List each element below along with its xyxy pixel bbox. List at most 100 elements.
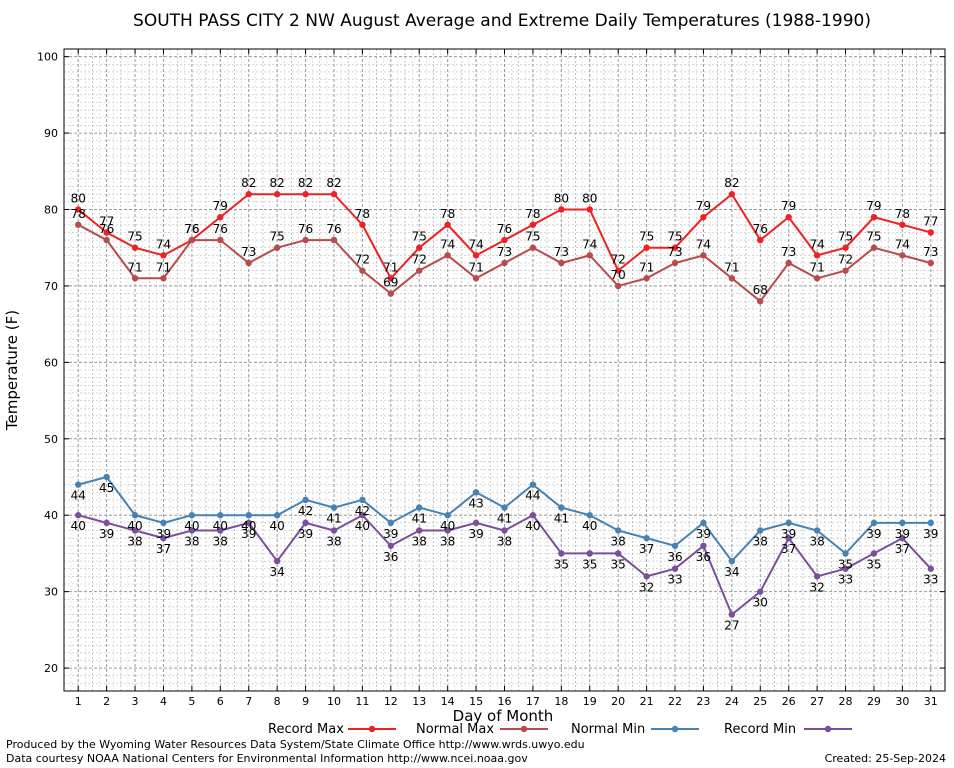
data-label: 33 bbox=[838, 573, 853, 587]
data-point bbox=[558, 206, 565, 213]
data-label: 35 bbox=[866, 557, 881, 571]
legend-marker bbox=[520, 725, 528, 733]
data-label: 73 bbox=[667, 245, 682, 259]
data-point bbox=[614, 267, 622, 274]
x-tick-label: 26 bbox=[782, 695, 796, 708]
data-point bbox=[842, 550, 849, 557]
data-point bbox=[586, 550, 593, 557]
data-label: 40 bbox=[440, 519, 455, 533]
data-point bbox=[757, 298, 764, 305]
data-point bbox=[444, 512, 451, 519]
x-tick-label: 11 bbox=[355, 695, 369, 708]
data-label: 38 bbox=[412, 535, 427, 549]
data-label: 75 bbox=[866, 230, 881, 244]
data-label: 73 bbox=[497, 245, 512, 259]
data-label: 39 bbox=[298, 527, 313, 541]
y-tick-label: 40 bbox=[44, 509, 58, 522]
data-label: 76 bbox=[326, 222, 341, 236]
data-point bbox=[387, 519, 395, 527]
data-label: 44 bbox=[71, 489, 86, 503]
data-label: 78 bbox=[895, 207, 910, 221]
data-label: 74 bbox=[696, 237, 711, 251]
data-point bbox=[160, 519, 167, 527]
x-tick-label: 7 bbox=[245, 695, 252, 708]
data-point bbox=[444, 221, 451, 228]
data-label: 76 bbox=[298, 222, 313, 236]
data-point bbox=[416, 504, 423, 511]
data-label: 35 bbox=[554, 557, 569, 571]
data-point bbox=[330, 527, 338, 534]
data-label: 39 bbox=[156, 527, 171, 541]
data-point bbox=[160, 252, 167, 259]
data-label: 40 bbox=[127, 519, 142, 533]
data-label: 80 bbox=[71, 192, 86, 206]
data-point bbox=[870, 519, 878, 527]
data-label: 71 bbox=[127, 260, 142, 274]
data-label: 82 bbox=[298, 176, 313, 190]
data-point bbox=[529, 244, 537, 251]
data-point bbox=[671, 244, 679, 251]
data-label: 38 bbox=[326, 535, 341, 549]
x-tick-label: 1 bbox=[75, 695, 82, 708]
chart-title: SOUTH PASS CITY 2 NW August Average and … bbox=[133, 11, 871, 31]
data-label: 45 bbox=[99, 481, 114, 495]
legend-label: Record Min bbox=[724, 722, 796, 737]
y-tick-label: 20 bbox=[44, 662, 58, 675]
y-tick-label: 50 bbox=[44, 433, 58, 446]
data-point bbox=[614, 550, 622, 557]
data-label: 33 bbox=[667, 573, 682, 587]
data-label: 32 bbox=[809, 580, 824, 594]
data-point bbox=[131, 527, 139, 534]
data-point bbox=[728, 191, 736, 198]
data-point bbox=[927, 565, 934, 572]
data-label: 36 bbox=[383, 550, 398, 564]
data-point bbox=[501, 504, 508, 511]
x-tick-label: 15 bbox=[469, 695, 483, 708]
data-point bbox=[870, 550, 878, 557]
data-point bbox=[103, 236, 110, 244]
data-point bbox=[444, 252, 451, 259]
data-point bbox=[103, 519, 110, 527]
data-label: 39 bbox=[468, 527, 483, 541]
data-label: 43 bbox=[468, 496, 483, 510]
data-label: 38 bbox=[184, 535, 199, 549]
data-label: 70 bbox=[611, 268, 626, 282]
y-tick-label: 60 bbox=[44, 356, 58, 369]
data-label: 38 bbox=[809, 535, 824, 549]
data-point bbox=[785, 534, 792, 542]
data-label: 77 bbox=[923, 214, 938, 228]
data-label: 75 bbox=[667, 230, 682, 244]
data-point bbox=[586, 252, 593, 259]
data-label: 40 bbox=[270, 519, 285, 533]
data-point bbox=[757, 588, 764, 595]
data-point bbox=[416, 267, 423, 274]
data-point bbox=[529, 221, 537, 228]
data-label: 71 bbox=[156, 260, 171, 274]
data-point bbox=[785, 213, 792, 221]
data-label: 82 bbox=[241, 176, 256, 190]
data-point bbox=[728, 557, 736, 565]
data-label: 75 bbox=[412, 230, 427, 244]
x-tick-label: 5 bbox=[188, 695, 195, 708]
data-label: 73 bbox=[781, 245, 796, 259]
data-point bbox=[813, 573, 821, 580]
data-label: 74 bbox=[582, 237, 597, 251]
data-label: 39 bbox=[383, 527, 398, 541]
data-label: 76 bbox=[497, 222, 512, 236]
data-label: 73 bbox=[241, 245, 256, 259]
data-point bbox=[245, 259, 252, 267]
data-label: 76 bbox=[99, 222, 114, 236]
grid bbox=[64, 48, 945, 692]
data-label: 38 bbox=[440, 535, 455, 549]
x-tick-label: 16 bbox=[498, 695, 512, 708]
x-tick-label: 29 bbox=[867, 695, 881, 708]
data-point bbox=[131, 512, 139, 519]
data-point bbox=[842, 244, 849, 251]
data-label: 78 bbox=[440, 207, 455, 221]
data-label: 75 bbox=[127, 230, 142, 244]
data-point bbox=[586, 206, 593, 213]
data-label: 78 bbox=[525, 207, 540, 221]
data-point bbox=[728, 611, 736, 618]
data-label: 42 bbox=[355, 504, 370, 518]
data-point bbox=[359, 512, 366, 519]
